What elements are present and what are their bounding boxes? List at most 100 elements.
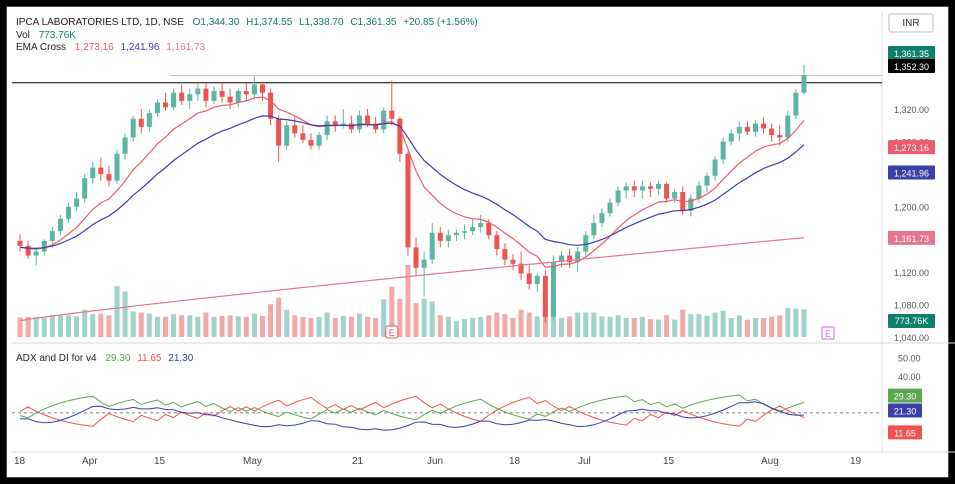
candle [453, 229, 459, 241]
volume-bar [243, 316, 249, 337]
candle [704, 172, 710, 193]
volume-bar [90, 314, 96, 337]
svg-text:29.30: 29.30 [894, 392, 917, 402]
candle [33, 247, 39, 266]
candle [478, 214, 484, 233]
candle [631, 180, 637, 197]
price-tag: 1,352.30 [888, 59, 935, 73]
volume-bar [672, 319, 678, 337]
adx-tag: 21.30 [888, 403, 922, 418]
x-tick-label: 15 [154, 456, 166, 467]
svg-text:1,352.30: 1,352.30 [894, 62, 929, 72]
volume-bar [82, 309, 88, 337]
earnings-icon-small[interactable]: E [821, 326, 835, 340]
volume-bar [567, 316, 573, 337]
candle [179, 84, 185, 105]
svg-text:11.65: 11.65 [894, 428, 916, 438]
candle [284, 121, 290, 150]
ohlc-open: O1,344.30 [193, 17, 240, 28]
x-tick-label: 18 [14, 456, 26, 467]
candle [445, 229, 451, 248]
volume-bar [777, 315, 783, 337]
candle [688, 194, 694, 217]
volume-bar [251, 313, 257, 337]
svg-text:E: E [825, 329, 831, 339]
candle [235, 88, 241, 108]
volume-bar [211, 316, 217, 337]
volume-bar [583, 312, 589, 337]
price-tick-label: 1,080.00 [894, 300, 929, 310]
svg-text:E: E [389, 328, 395, 338]
volume-bar [510, 318, 516, 337]
volume-bar [381, 299, 387, 337]
candle [599, 208, 605, 228]
volume-bar [785, 308, 791, 337]
volume-bar [365, 316, 371, 337]
candle [163, 92, 169, 111]
volume-bar [478, 316, 484, 337]
volume-bar [106, 315, 112, 337]
ema-value-3: 1,161.73 [166, 42, 205, 53]
volume-bar [292, 315, 298, 337]
svg-text:1,273.16: 1,273.16 [894, 143, 929, 153]
volume-bar [712, 312, 718, 337]
volume-bar [575, 312, 581, 337]
price-tick-label: 1,120.00 [894, 268, 929, 278]
volume-bar [284, 309, 290, 337]
candle [154, 99, 160, 118]
x-tick-label: 19 [850, 456, 862, 467]
candle [25, 240, 31, 259]
ohlc-low: L1,338.70 [299, 17, 344, 28]
candle [744, 121, 750, 136]
volume-bar [462, 319, 468, 337]
earnings-marker-icon[interactable]: E [385, 325, 399, 339]
svg-text:773.76K: 773.76K [895, 316, 929, 326]
volume-bar [122, 291, 128, 337]
candle [171, 88, 177, 111]
candle [793, 88, 799, 119]
volume-bar [631, 318, 637, 337]
volume-bar [615, 315, 621, 337]
svg-text:EMA Cross 1,273.16 1,2: EMA Cross 1,273.16 1,241.96 1,161.73 [16, 42, 206, 53]
candle [90, 161, 96, 184]
volume-bar [445, 316, 451, 337]
candle [502, 243, 508, 266]
svg-text:21.30: 21.30 [894, 406, 917, 416]
volume-bar [373, 318, 379, 337]
currency-label: INR [902, 18, 919, 29]
candle [268, 88, 274, 126]
volume-bar [171, 314, 177, 337]
candle [187, 88, 193, 109]
vol-label: Vol [16, 30, 30, 41]
x-tick-label: Jun [427, 456, 443, 467]
volume-bar [268, 304, 274, 337]
price-tag: 1,241.96 [888, 165, 935, 180]
currency-box[interactable]: INR [888, 13, 934, 33]
volume-bar [769, 316, 775, 337]
x-tick-label: Jul [578, 456, 591, 467]
candle [405, 151, 411, 256]
candle [591, 214, 597, 240]
price-tick-label: 1,040.00 [894, 333, 929, 343]
volume-bar [25, 316, 31, 337]
candle [356, 110, 362, 134]
candle [542, 270, 548, 323]
volume-bar [744, 319, 750, 337]
candle [437, 227, 443, 248]
svg-text:1,241.96: 1,241.96 [894, 169, 929, 179]
price-tag: 1,273.16 [888, 140, 935, 155]
ema-value-2: 1,241.96 [121, 42, 160, 53]
candle [785, 110, 791, 142]
stock-chart[interactable]: E 1,320.001,280.001,200.001,120.001,080.… [12, 12, 955, 484]
ema-lines [19, 96, 805, 322]
volume-bar [655, 319, 661, 337]
volume-tag: 773.76K [888, 314, 935, 328]
volume-bar [761, 318, 767, 337]
chart-title: IPCA LABORATORIES LTD, 1D, NSE [16, 17, 184, 28]
ema-mid-line [19, 115, 805, 250]
adx-label: ADX and DI for v4 [16, 353, 97, 364]
ohlc-close: C1,361.35 [350, 17, 397, 28]
adx-lines [19, 394, 805, 431]
svg-text:Vol 773.76K: Vol 773.76K [16, 30, 76, 41]
x-tick-label: May [243, 456, 262, 467]
